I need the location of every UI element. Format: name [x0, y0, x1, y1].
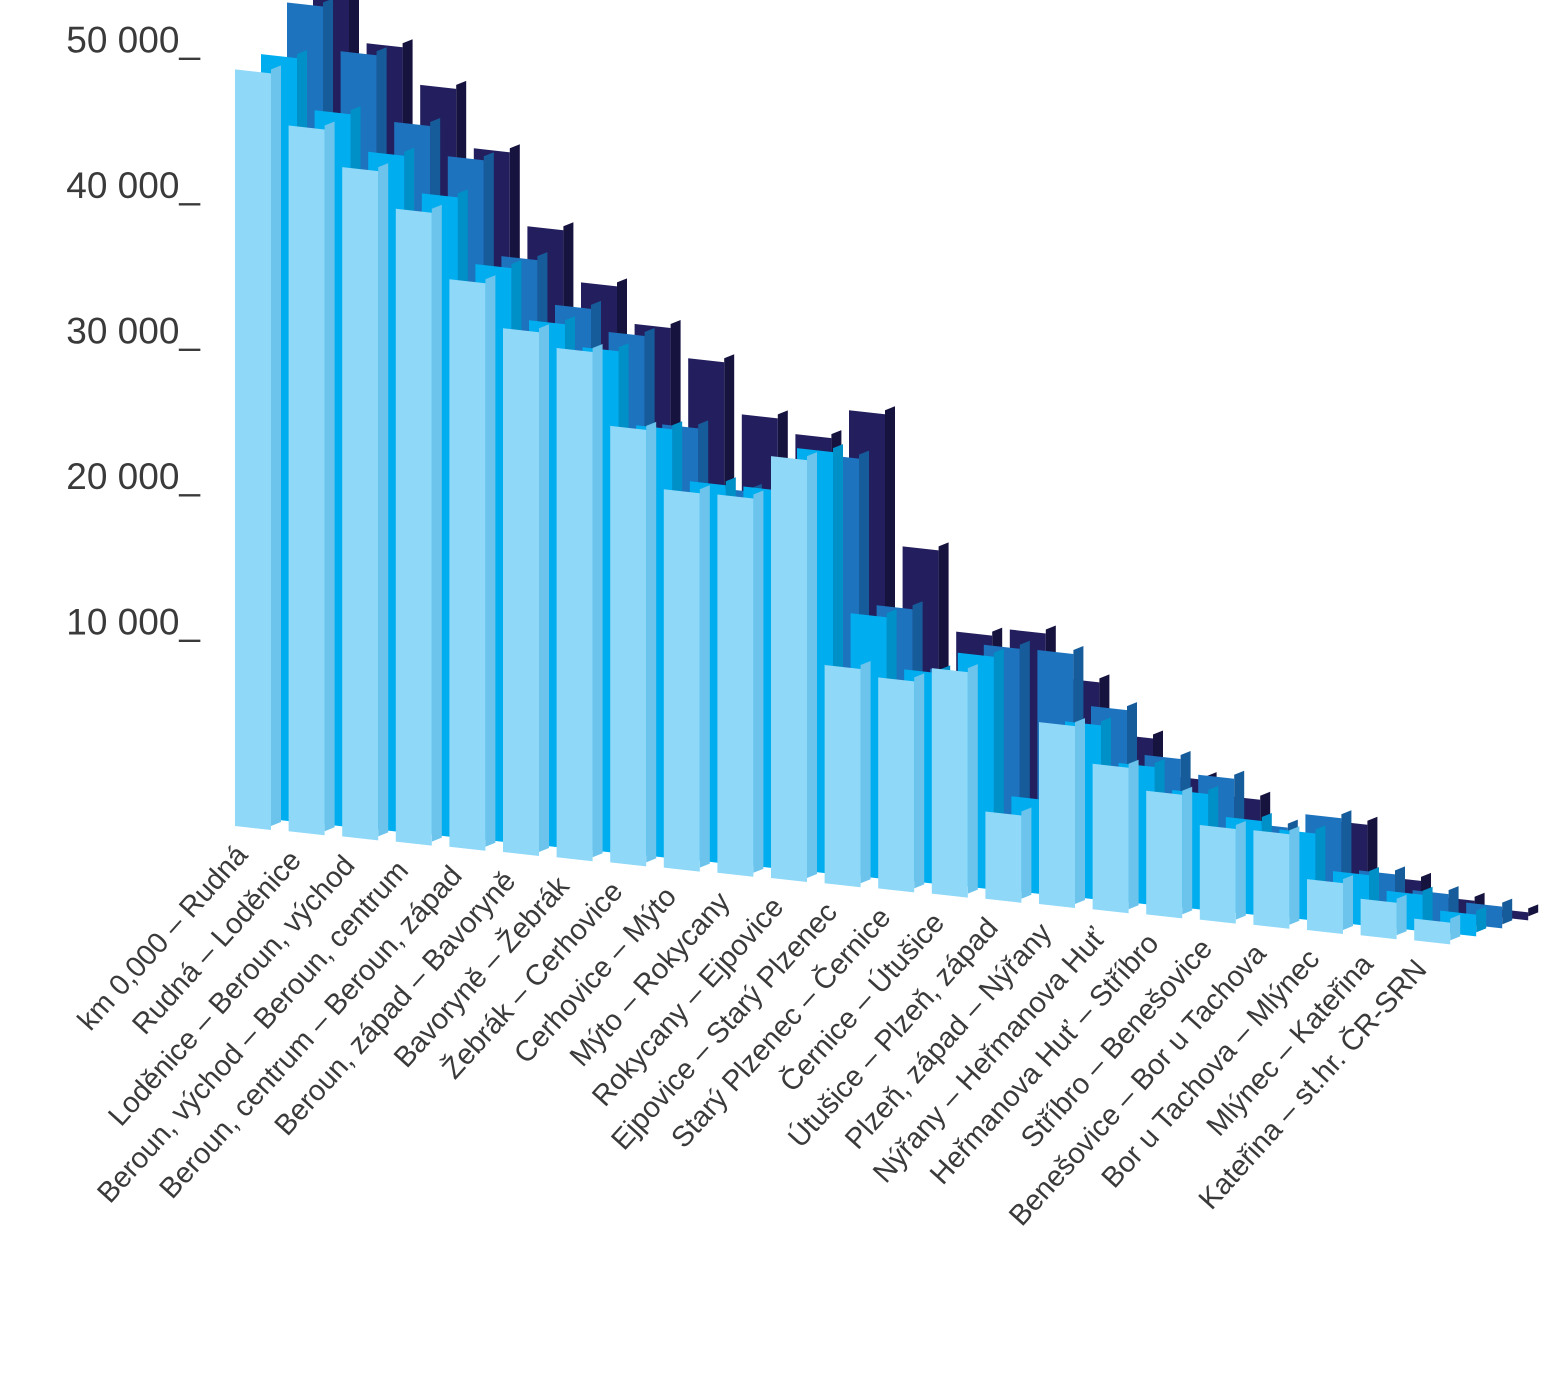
bar: [1414, 914, 1461, 945]
bar-front: [824, 665, 861, 888]
bar-side: [1422, 886, 1433, 928]
bar: [824, 661, 871, 888]
bar: [985, 807, 1032, 903]
bar-front: [503, 328, 539, 856]
bar-side: [1075, 718, 1085, 904]
bar-front: [235, 69, 271, 830]
bar-side: [807, 452, 817, 878]
bar: [663, 485, 710, 872]
bar: [449, 275, 496, 851]
bar-side: [1289, 826, 1300, 925]
bar-front: [1199, 825, 1236, 924]
bar: [342, 163, 389, 841]
bar-front: [1307, 879, 1343, 934]
bar-front: [1360, 898, 1397, 940]
bar-front: [663, 489, 700, 872]
bar: [556, 344, 603, 862]
y-tick-label-20000: 20 000_: [66, 456, 200, 497]
bar-front: [1253, 830, 1290, 929]
bar: [288, 121, 335, 836]
bar-side: [271, 65, 281, 826]
bar-side: [1021, 807, 1032, 899]
bar-front: [449, 279, 486, 851]
bar: [1039, 718, 1085, 908]
y-axis: 10 000_ 20 000_ 30 000_ 40 000_ 50 000_: [66, 19, 200, 642]
bar-front: [1039, 722, 1075, 908]
bar-front: [288, 125, 325, 836]
bar-side: [1502, 898, 1513, 925]
bar-front: [878, 677, 915, 893]
bars-layer: [235, 0, 1539, 945]
bar-side: [1128, 759, 1139, 910]
y-tick-label-10000: 10 000_: [66, 601, 200, 642]
bar-front: [395, 208, 432, 846]
bar-side: [1450, 914, 1461, 941]
bar: [1146, 786, 1193, 919]
bar: [610, 421, 657, 867]
bar-side: [699, 485, 710, 868]
bar-front: [1092, 763, 1129, 914]
bar-side: [431, 204, 442, 842]
bar-side: [967, 664, 978, 894]
bar-side: [324, 121, 335, 832]
bar: [771, 452, 817, 882]
bar: [1199, 821, 1246, 924]
bar-front: [985, 811, 1022, 903]
y-tick-label-40000: 40 000_: [66, 165, 200, 206]
bar: [931, 664, 978, 898]
bar-side: [1235, 821, 1246, 920]
bar-side: [1182, 786, 1193, 915]
bar: [1360, 894, 1407, 940]
bar-side: [592, 344, 603, 858]
bar-side: [1448, 886, 1459, 920]
bar: [717, 490, 764, 877]
y-tick-label-30000: 30 000_: [66, 310, 200, 351]
bar: [878, 673, 925, 893]
bar-front: [556, 348, 593, 862]
bar-side: [646, 421, 657, 863]
y-tick-label-50000: 50 000_: [66, 19, 200, 60]
bar-front: [1146, 790, 1183, 919]
bar: [1092, 759, 1139, 914]
bar-side: [914, 673, 925, 889]
bar-front: [931, 668, 968, 898]
bar-side: [1343, 875, 1353, 930]
bar-front: [342, 167, 379, 841]
bar: [235, 65, 281, 830]
bar-side: [539, 324, 549, 852]
bar-side: [378, 163, 389, 837]
bar-front: [771, 456, 807, 882]
bar: [1253, 826, 1300, 929]
bar-side: [860, 661, 871, 884]
bar-side: [753, 490, 764, 873]
bar-front: [610, 425, 647, 867]
bar: [395, 204, 442, 846]
bar: [503, 324, 549, 856]
bar-front: [717, 494, 754, 877]
bar-side: [1528, 904, 1539, 917]
bar-side: [485, 275, 496, 847]
bar-front: [1414, 918, 1451, 945]
bar-side: [1396, 894, 1407, 936]
bar: [1307, 875, 1353, 934]
bar-side: [1476, 906, 1487, 933]
